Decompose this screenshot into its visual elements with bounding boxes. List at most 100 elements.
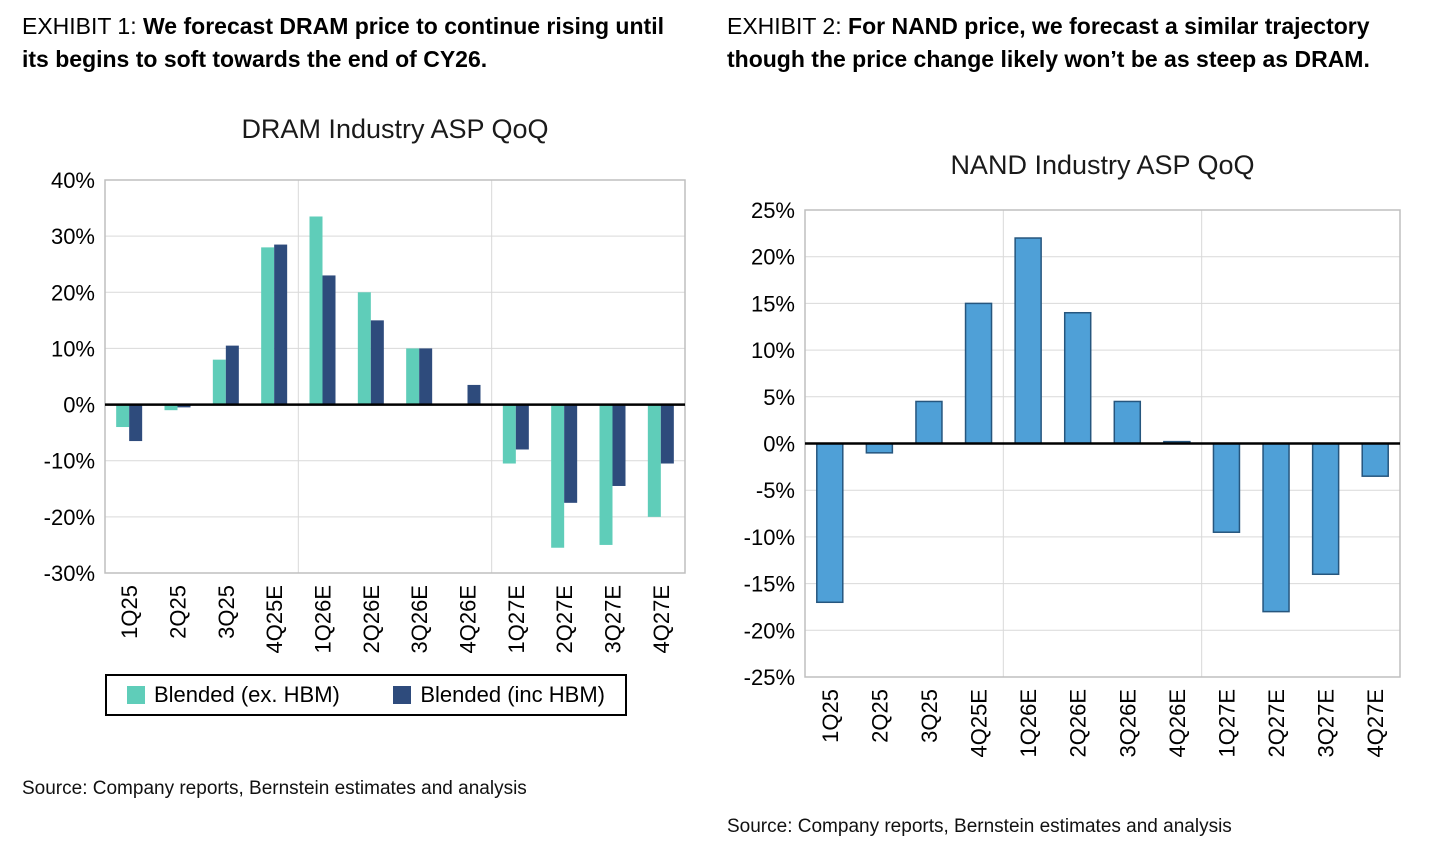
nand-chart-svg: -25% -20% -15% -10% -5% 0% 5% 10% 15% 20% 25% 1Q25 2… bbox=[744, 198, 1401, 758]
exhibit-2-title-text: For NAND price, we forecast a similar tr… bbox=[727, 13, 1370, 72]
bar-2Q26E-series-0 bbox=[357, 292, 371, 405]
y-tick-label: 20% bbox=[51, 280, 95, 305]
x-tick-label: 2Q27E bbox=[552, 585, 577, 654]
x-tick-label: 3Q25 bbox=[917, 689, 942, 743]
legend-swatch-icon bbox=[127, 686, 145, 704]
x-tick-label: 4Q27E bbox=[1363, 689, 1388, 758]
legend-swatch-icon bbox=[393, 686, 412, 704]
bar-1Q27E-series-0 bbox=[1212, 442, 1241, 533]
y-tick-label: 0% bbox=[763, 432, 795, 457]
bar-3Q27E-series-1 bbox=[612, 404, 626, 486]
bar-1Q26E-series-1 bbox=[322, 275, 336, 405]
exhibit-2-label: EXHIBIT 2: bbox=[727, 13, 842, 39]
x-tick-label: 2Q25 bbox=[166, 585, 191, 639]
plot-border bbox=[104, 179, 686, 574]
exhibit-2-source: Source: Company reports, Bernstein estim… bbox=[727, 816, 1232, 837]
bar-2Q27E-series-0 bbox=[551, 404, 565, 548]
dram-chart-title: DRAM Industry ASP QoQ bbox=[241, 114, 549, 144]
y-tick-label: 0% bbox=[63, 393, 95, 418]
y-tick-label: -25% bbox=[744, 665, 795, 690]
x-tick-label: 4Q25E bbox=[967, 689, 992, 758]
y-tick-label: -30% bbox=[44, 561, 95, 586]
bar-3Q26E-series-0 bbox=[406, 348, 420, 405]
bar-2Q27E-series-1 bbox=[564, 404, 578, 503]
bar-1Q26E-series-0 bbox=[1014, 237, 1042, 445]
x-tick-label: 1Q27E bbox=[504, 585, 529, 654]
y-tick-label: 10% bbox=[51, 336, 95, 361]
y-tick-label: -20% bbox=[744, 618, 795, 643]
bar-2Q25-series-1 bbox=[177, 404, 191, 408]
x-tick-label: 2Q26E bbox=[1066, 689, 1091, 758]
nand-chart-title: NAND Industry ASP QoQ bbox=[950, 150, 1255, 180]
bar-2Q25-series-0 bbox=[865, 442, 894, 454]
exhibit-1-source: Source: Company reports, Bernstein estim… bbox=[22, 778, 527, 799]
y-tick-label: 15% bbox=[751, 291, 795, 316]
legend-item-1: Blended (inc HBM) bbox=[393, 682, 605, 708]
bar-3Q27E-series-0 bbox=[1311, 442, 1340, 576]
y-tick-label: -20% bbox=[44, 505, 95, 530]
bar-3Q25-series-0 bbox=[212, 359, 226, 405]
bar-3Q25-series-1 bbox=[225, 345, 239, 405]
y-tick-label: 20% bbox=[751, 245, 795, 270]
bar-2Q26E-series-1 bbox=[370, 320, 384, 405]
bar-2Q26E-series-0 bbox=[1063, 311, 1092, 445]
y-tick-label: -5% bbox=[756, 478, 795, 503]
dram-chart: -30% -20% -10% 0% 10% 20% 30% 40% 1Q25 2Q25 3Q25 4Q… bbox=[25, 162, 695, 667]
x-tick-label: 1Q25 bbox=[818, 689, 843, 743]
bar-2Q27E-series-0 bbox=[1262, 442, 1290, 613]
exhibit-1-label: EXHIBIT 1: bbox=[22, 13, 137, 39]
nand-chart: -25% -20% -15% -10% -5% 0% 5% 10% 15% 20% 25% 1Q25 2… bbox=[720, 192, 1420, 775]
dram-chart-legend: Blended (ex. HBM) Blended (inc HBM) bbox=[105, 674, 627, 716]
bar-3Q26E-series-1 bbox=[419, 348, 433, 405]
bar-2Q25-series-0 bbox=[164, 404, 178, 411]
x-tick-label: 3Q27E bbox=[601, 585, 626, 654]
bar-4Q25E-series-1 bbox=[274, 244, 288, 405]
x-tick-label: 2Q25 bbox=[867, 689, 892, 743]
dram-chart-svg: -30% -20% -10% 0% 10% 20% 30% 40% 1Q25 2Q25 3Q25 4Q… bbox=[44, 168, 686, 654]
x-tick-label: 2Q27E bbox=[1264, 689, 1289, 758]
x-tick-label: 3Q27E bbox=[1314, 689, 1339, 758]
bar-3Q26E-series-0 bbox=[1113, 400, 1142, 445]
bar-4Q25E-series-0 bbox=[261, 247, 275, 405]
bar-4Q27E-series-0 bbox=[647, 404, 661, 517]
exhibit-1-heading: EXHIBIT 1: We forecast DRAM price to con… bbox=[22, 10, 670, 76]
exhibit-2-heading: EXHIBIT 2: For NAND price, we forecast a… bbox=[727, 10, 1411, 76]
x-tick-label: 3Q26E bbox=[407, 585, 432, 654]
x-tick-label: 3Q25 bbox=[214, 585, 239, 639]
legend-item-0: Blended (ex. HBM) bbox=[127, 682, 340, 708]
bar-3Q27E-series-0 bbox=[599, 404, 613, 545]
x-tick-label: 4Q26E bbox=[1165, 689, 1190, 758]
y-tick-label: -10% bbox=[744, 525, 795, 550]
y-tick-label: 5% bbox=[763, 385, 795, 410]
y-tick-label: 40% bbox=[51, 168, 95, 193]
x-tick-label: 1Q25 bbox=[117, 585, 142, 639]
bar-1Q25-series-0 bbox=[116, 404, 130, 428]
x-tick-label: 3Q26E bbox=[1115, 689, 1140, 758]
exhibit-1-title-text: We forecast DRAM price to continue risin… bbox=[22, 13, 664, 72]
legend-label: Blended (inc HBM) bbox=[420, 682, 605, 707]
y-tick-label: -10% bbox=[44, 449, 95, 474]
x-tick-label: 4Q27E bbox=[649, 585, 674, 654]
bar-1Q25-series-1 bbox=[129, 404, 143, 442]
bar-1Q26E-series-0 bbox=[309, 216, 323, 405]
y-tick-label: 30% bbox=[51, 224, 95, 249]
bar-4Q26E-series-1 bbox=[467, 384, 481, 405]
bar-1Q25-series-0 bbox=[816, 442, 844, 604]
x-tick-label: 1Q27E bbox=[1214, 689, 1239, 758]
bar-3Q25-series-0 bbox=[915, 400, 943, 445]
x-tick-label: 1Q26E bbox=[311, 585, 336, 654]
x-tick-label: 1Q26E bbox=[1016, 689, 1041, 758]
bar-1Q27E-series-0 bbox=[502, 404, 516, 464]
bar-4Q27E-series-0 bbox=[1361, 442, 1389, 477]
x-tick-label: 2Q26E bbox=[359, 585, 384, 654]
y-tick-label: 10% bbox=[751, 338, 795, 363]
y-tick-label: 25% bbox=[751, 198, 795, 223]
bar-4Q27E-series-1 bbox=[660, 404, 674, 464]
x-tick-label: 4Q26E bbox=[456, 585, 481, 654]
bar-4Q25E-series-0 bbox=[964, 302, 993, 445]
legend-label: Blended (ex. HBM) bbox=[154, 682, 340, 707]
bar-1Q27E-series-1 bbox=[515, 404, 529, 450]
x-tick-label: 4Q25E bbox=[262, 585, 287, 654]
y-tick-label: -15% bbox=[744, 572, 795, 597]
